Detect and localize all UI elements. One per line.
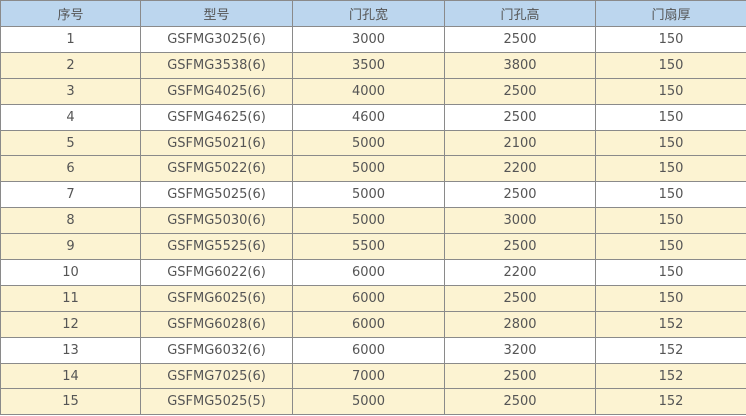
cell-index: 4 xyxy=(0,103,141,131)
cell-opening-height: 2500 xyxy=(444,181,596,209)
cell-leaf-thickness: 152 xyxy=(595,336,746,364)
table-row: 6 GSFMG5022(6) 5000 2200 150 xyxy=(0,155,746,183)
cell-index: 12 xyxy=(0,310,141,338)
header-opening-width: 门孔宽 xyxy=(292,0,445,27)
cell-model: GSFMG6025(6) xyxy=(140,284,293,312)
cell-model: GSFMG5025(5) xyxy=(140,388,293,416)
cell-leaf-thickness: 150 xyxy=(595,233,746,261)
cell-leaf-thickness: 150 xyxy=(595,284,746,312)
table-row: 5 GSFMG5021(6) 5000 2100 150 xyxy=(0,129,746,157)
cell-index: 2 xyxy=(0,51,141,79)
cell-model: GSFMG6022(6) xyxy=(140,259,293,286)
table-row: 8 GSFMG5030(6) 5000 3000 150 xyxy=(0,207,746,235)
cell-leaf-thickness: 150 xyxy=(595,155,746,183)
cell-opening-width: 3000 xyxy=(292,26,445,53)
header-opening-height: 门孔高 xyxy=(444,0,596,27)
cell-leaf-thickness: 150 xyxy=(595,181,746,209)
cell-opening-width: 5000 xyxy=(292,388,445,416)
cell-opening-height: 2500 xyxy=(444,103,596,131)
cell-opening-width: 5000 xyxy=(292,129,445,157)
cell-opening-width: 6000 xyxy=(292,310,445,338)
cell-model: GSFMG4025(6) xyxy=(140,77,293,105)
table-row: 13 GSFMG6032(6) 6000 3200 152 xyxy=(0,336,746,364)
table-row: 12 GSFMG6028(6) 6000 2800 152 xyxy=(0,310,746,338)
header-index: 序号 xyxy=(0,0,141,27)
table-row: 2 GSFMG3538(6) 3500 3800 150 xyxy=(0,51,746,79)
cell-opening-height: 3800 xyxy=(444,51,596,79)
cell-index: 5 xyxy=(0,129,141,157)
cell-index: 3 xyxy=(0,77,141,105)
cell-opening-height: 2500 xyxy=(444,77,596,105)
cell-index: 7 xyxy=(0,181,141,209)
table-row: 9 GSFMG5525(6) 5500 2500 150 xyxy=(0,233,746,261)
cell-opening-height: 3200 xyxy=(444,336,596,364)
cell-leaf-thickness: 150 xyxy=(595,129,746,157)
cell-model: GSFMG6032(6) xyxy=(140,336,293,364)
cell-leaf-thickness: 150 xyxy=(595,51,746,79)
cell-opening-height: 2200 xyxy=(444,259,596,286)
header-row: 序号 型号 门孔宽 门孔高 门扇厚 xyxy=(0,0,746,27)
cell-model: GSFMG5025(6) xyxy=(140,181,293,209)
cell-model: GSFMG6028(6) xyxy=(140,310,293,338)
cell-opening-width: 6000 xyxy=(292,259,445,286)
cell-model: GSFMG3025(6) xyxy=(140,26,293,53)
cell-opening-height: 3000 xyxy=(444,207,596,235)
cell-index: 14 xyxy=(0,362,141,390)
cell-leaf-thickness: 150 xyxy=(595,77,746,105)
cell-opening-width: 6000 xyxy=(292,284,445,312)
cell-opening-height: 2100 xyxy=(444,129,596,157)
cell-opening-height: 2800 xyxy=(444,310,596,338)
cell-opening-width: 3500 xyxy=(292,51,445,79)
table-row: 4 GSFMG4625(6) 4600 2500 150 xyxy=(0,103,746,131)
cell-opening-width: 7000 xyxy=(292,362,445,390)
cell-index: 10 xyxy=(0,259,141,286)
cell-opening-width: 5000 xyxy=(292,181,445,209)
cell-index: 6 xyxy=(0,155,141,183)
cell-leaf-thickness: 152 xyxy=(595,388,746,416)
cell-model: GSFMG4625(6) xyxy=(140,103,293,131)
cell-model: GSFMG3538(6) xyxy=(140,51,293,79)
cell-opening-width: 4000 xyxy=(292,77,445,105)
table-row: 11 GSFMG6025(6) 6000 2500 150 xyxy=(0,284,746,312)
cell-opening-width: 5000 xyxy=(292,207,445,235)
cell-opening-width: 5000 xyxy=(292,155,445,183)
cell-model: GSFMG5022(6) xyxy=(140,155,293,183)
cell-model: GSFMG5021(6) xyxy=(140,129,293,157)
table-row: 10 GSFMG6022(6) 6000 2200 150 xyxy=(0,259,746,286)
cell-leaf-thickness: 150 xyxy=(595,103,746,131)
table-row: 7 GSFMG5025(6) 5000 2500 150 xyxy=(0,181,746,209)
cell-index: 13 xyxy=(0,336,141,364)
cell-opening-height: 2500 xyxy=(444,284,596,312)
cell-leaf-thickness: 150 xyxy=(595,259,746,286)
cell-opening-width: 5500 xyxy=(292,233,445,261)
table-row: 1 GSFMG3025(6) 3000 2500 150 xyxy=(0,26,746,53)
table-row: 15 GSFMG5025(5) 5000 2500 152 xyxy=(0,388,746,416)
cell-opening-width: 6000 xyxy=(292,336,445,364)
table-row: 3 GSFMG4025(6) 4000 2500 150 xyxy=(0,77,746,105)
cell-leaf-thickness: 150 xyxy=(595,26,746,53)
cell-leaf-thickness: 152 xyxy=(595,310,746,338)
cell-leaf-thickness: 152 xyxy=(595,362,746,390)
header-model: 型号 xyxy=(140,0,293,27)
cell-leaf-thickness: 150 xyxy=(595,207,746,235)
cell-opening-height: 2500 xyxy=(444,388,596,416)
cell-model: GSFMG5525(6) xyxy=(140,233,293,261)
header-leaf-thickness: 门扇厚 xyxy=(595,0,746,27)
cell-opening-height: 2500 xyxy=(444,362,596,390)
cell-index: 11 xyxy=(0,284,141,312)
cell-opening-height: 2500 xyxy=(444,26,596,53)
cell-opening-height: 2200 xyxy=(444,155,596,183)
cell-model: GSFMG5030(6) xyxy=(140,207,293,235)
cell-index: 9 xyxy=(0,233,141,261)
cell-index: 15 xyxy=(0,388,141,416)
cell-model: GSFMG7025(6) xyxy=(140,362,293,390)
cell-index: 1 xyxy=(0,26,141,53)
cell-opening-height: 2500 xyxy=(444,233,596,261)
cell-index: 8 xyxy=(0,207,141,235)
table-row: 14 GSFMG7025(6) 7000 2500 152 xyxy=(0,362,746,390)
cell-opening-width: 4600 xyxy=(292,103,445,131)
